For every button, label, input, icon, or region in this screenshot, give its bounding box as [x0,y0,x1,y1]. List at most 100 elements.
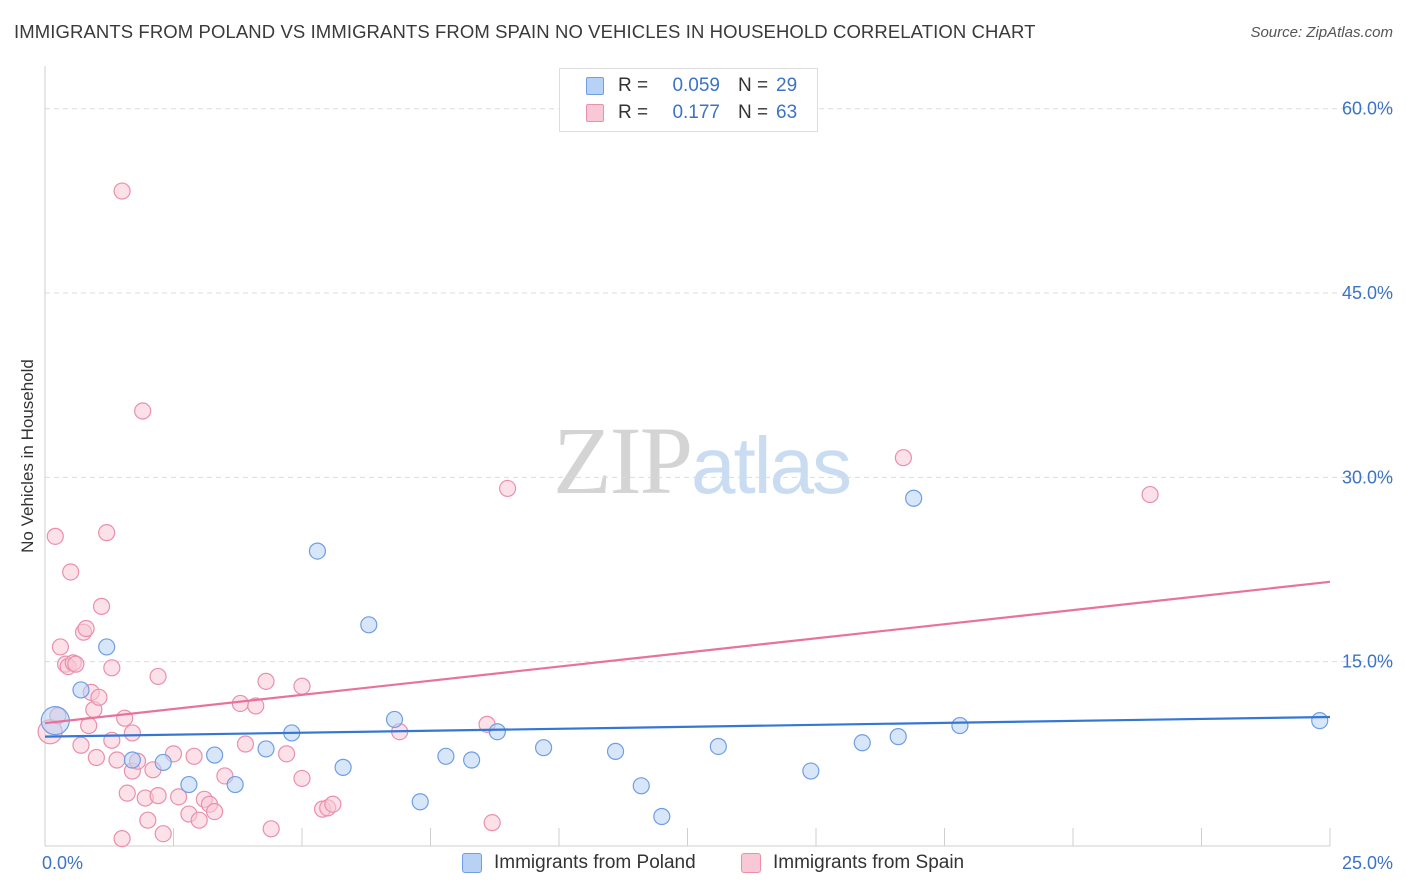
legend-row-poland: R = 0.059 N = 29 [586,74,797,98]
spain-point [113,830,131,848]
poland-point [463,751,481,769]
poland-point [360,616,378,634]
poland-point [385,710,404,729]
poland-point [72,681,90,699]
spain-point [103,659,121,677]
spain-point [149,787,167,805]
spain-point [67,655,85,673]
poland-point [180,775,198,794]
spain-point [247,697,265,715]
data-points [37,182,1329,848]
spain-point [231,694,249,713]
spain-point [46,527,64,545]
spain-trend-line [44,580,1331,725]
poland-trend-line [44,715,1331,738]
poland-point [853,734,871,752]
spain-point [499,479,517,498]
poland-point [257,740,275,758]
spain-point [87,748,106,767]
legend-row-spain: R = 0.177 N = 63 [586,101,797,125]
legend-n-label: N = [738,75,769,96]
spain-point [190,811,208,829]
x-tick-label: 25.0% [1342,853,1393,873]
poland-point [534,739,553,757]
source-label[interactable]: Source: ZipAtlas.com [1250,24,1393,41]
poland-point [308,542,327,560]
spain-point [262,820,280,838]
spain-point [98,524,116,542]
bottom-legend-swatch-poland [462,853,482,873]
watermark-atlas: atlas [691,421,852,510]
spain-point [139,811,157,829]
poland-point [488,723,506,741]
legend-r-value-poland: 0.059 [672,75,720,96]
spain-point [257,672,275,690]
spain-point [236,735,255,753]
legend-n-value-spain: 63 [776,102,798,123]
legend-r-label: R = [618,102,649,123]
spain-point [277,745,296,763]
y-tick-label: 30.0% [1342,467,1393,487]
spain-point [293,677,311,695]
bottom-legend-spain[interactable]: Immigrants from Spain [741,852,964,874]
legend-n-value-poland: 29 [776,75,798,96]
spain-point [90,688,108,706]
legend-swatch-spain [586,104,604,122]
grid-lines [45,108,1392,663]
x-tick-label: 0.0% [42,853,83,873]
spain-point [170,788,188,806]
spain-point [113,182,131,200]
spain-point [206,802,224,821]
legend-swatch-poland [586,77,604,95]
spain-point [92,597,111,615]
poland-point [709,737,727,756]
bottom-legend-poland[interactable]: Immigrants from Poland [462,852,696,874]
spain-point [483,814,501,832]
spain-point [293,769,311,788]
poland-point [951,716,969,735]
spain-point [134,402,152,420]
poland-point [226,775,244,794]
zipatlas-watermark: ZIPatlas [553,405,852,516]
watermark-zip: ZIP [553,407,693,514]
y-tick-label: 45.0% [1342,283,1393,303]
spain-point [894,449,912,467]
spain-point [123,724,141,742]
spain-point [62,563,80,581]
bottom-legend-label-spain: Immigrants from Spain [773,852,965,873]
poland-point [889,728,907,746]
legend-r-label: R = [618,75,649,96]
spain-point [116,709,134,727]
bottom-legend-swatch-spain [741,853,761,873]
y-axis-label: No Vehicles in Household [18,359,37,553]
spain-point [185,747,203,765]
chart-title: IMMIGRANTS FROM POLAND VS IMMIGRANTS FRO… [14,21,1036,42]
spain-point [118,784,136,802]
y-tick-label: 60.0% [1342,99,1393,119]
poland-point [154,753,172,772]
spain-point [72,736,90,754]
axes [44,66,1331,847]
poland-point [802,762,820,780]
spain-point [154,825,172,843]
trend-lines [44,580,1331,738]
poland-point [1311,712,1329,730]
poland-point [606,742,625,760]
spain-point [77,619,95,638]
spain-point [1141,485,1159,504]
correlation-legend: R = 0.059 N = 29 R = 0.177 N = 63 [559,68,818,132]
bottom-legend-label-poland: Immigrants from Poland [494,852,696,873]
poland-point [653,807,671,826]
poland-point [905,489,923,507]
spain-point [149,667,167,686]
legend-r-value-spain: 0.177 [672,102,720,123]
tick-labels: 15.0% 30.0% 45.0% 60.0% 0.0% 25.0% [42,99,1393,873]
poland-point [206,746,224,764]
poland-point [437,747,455,765]
poland-point [411,793,429,811]
poland-point [98,638,116,656]
poland-point [632,777,650,795]
poland-point [334,758,352,776]
spain-point [324,795,342,813]
